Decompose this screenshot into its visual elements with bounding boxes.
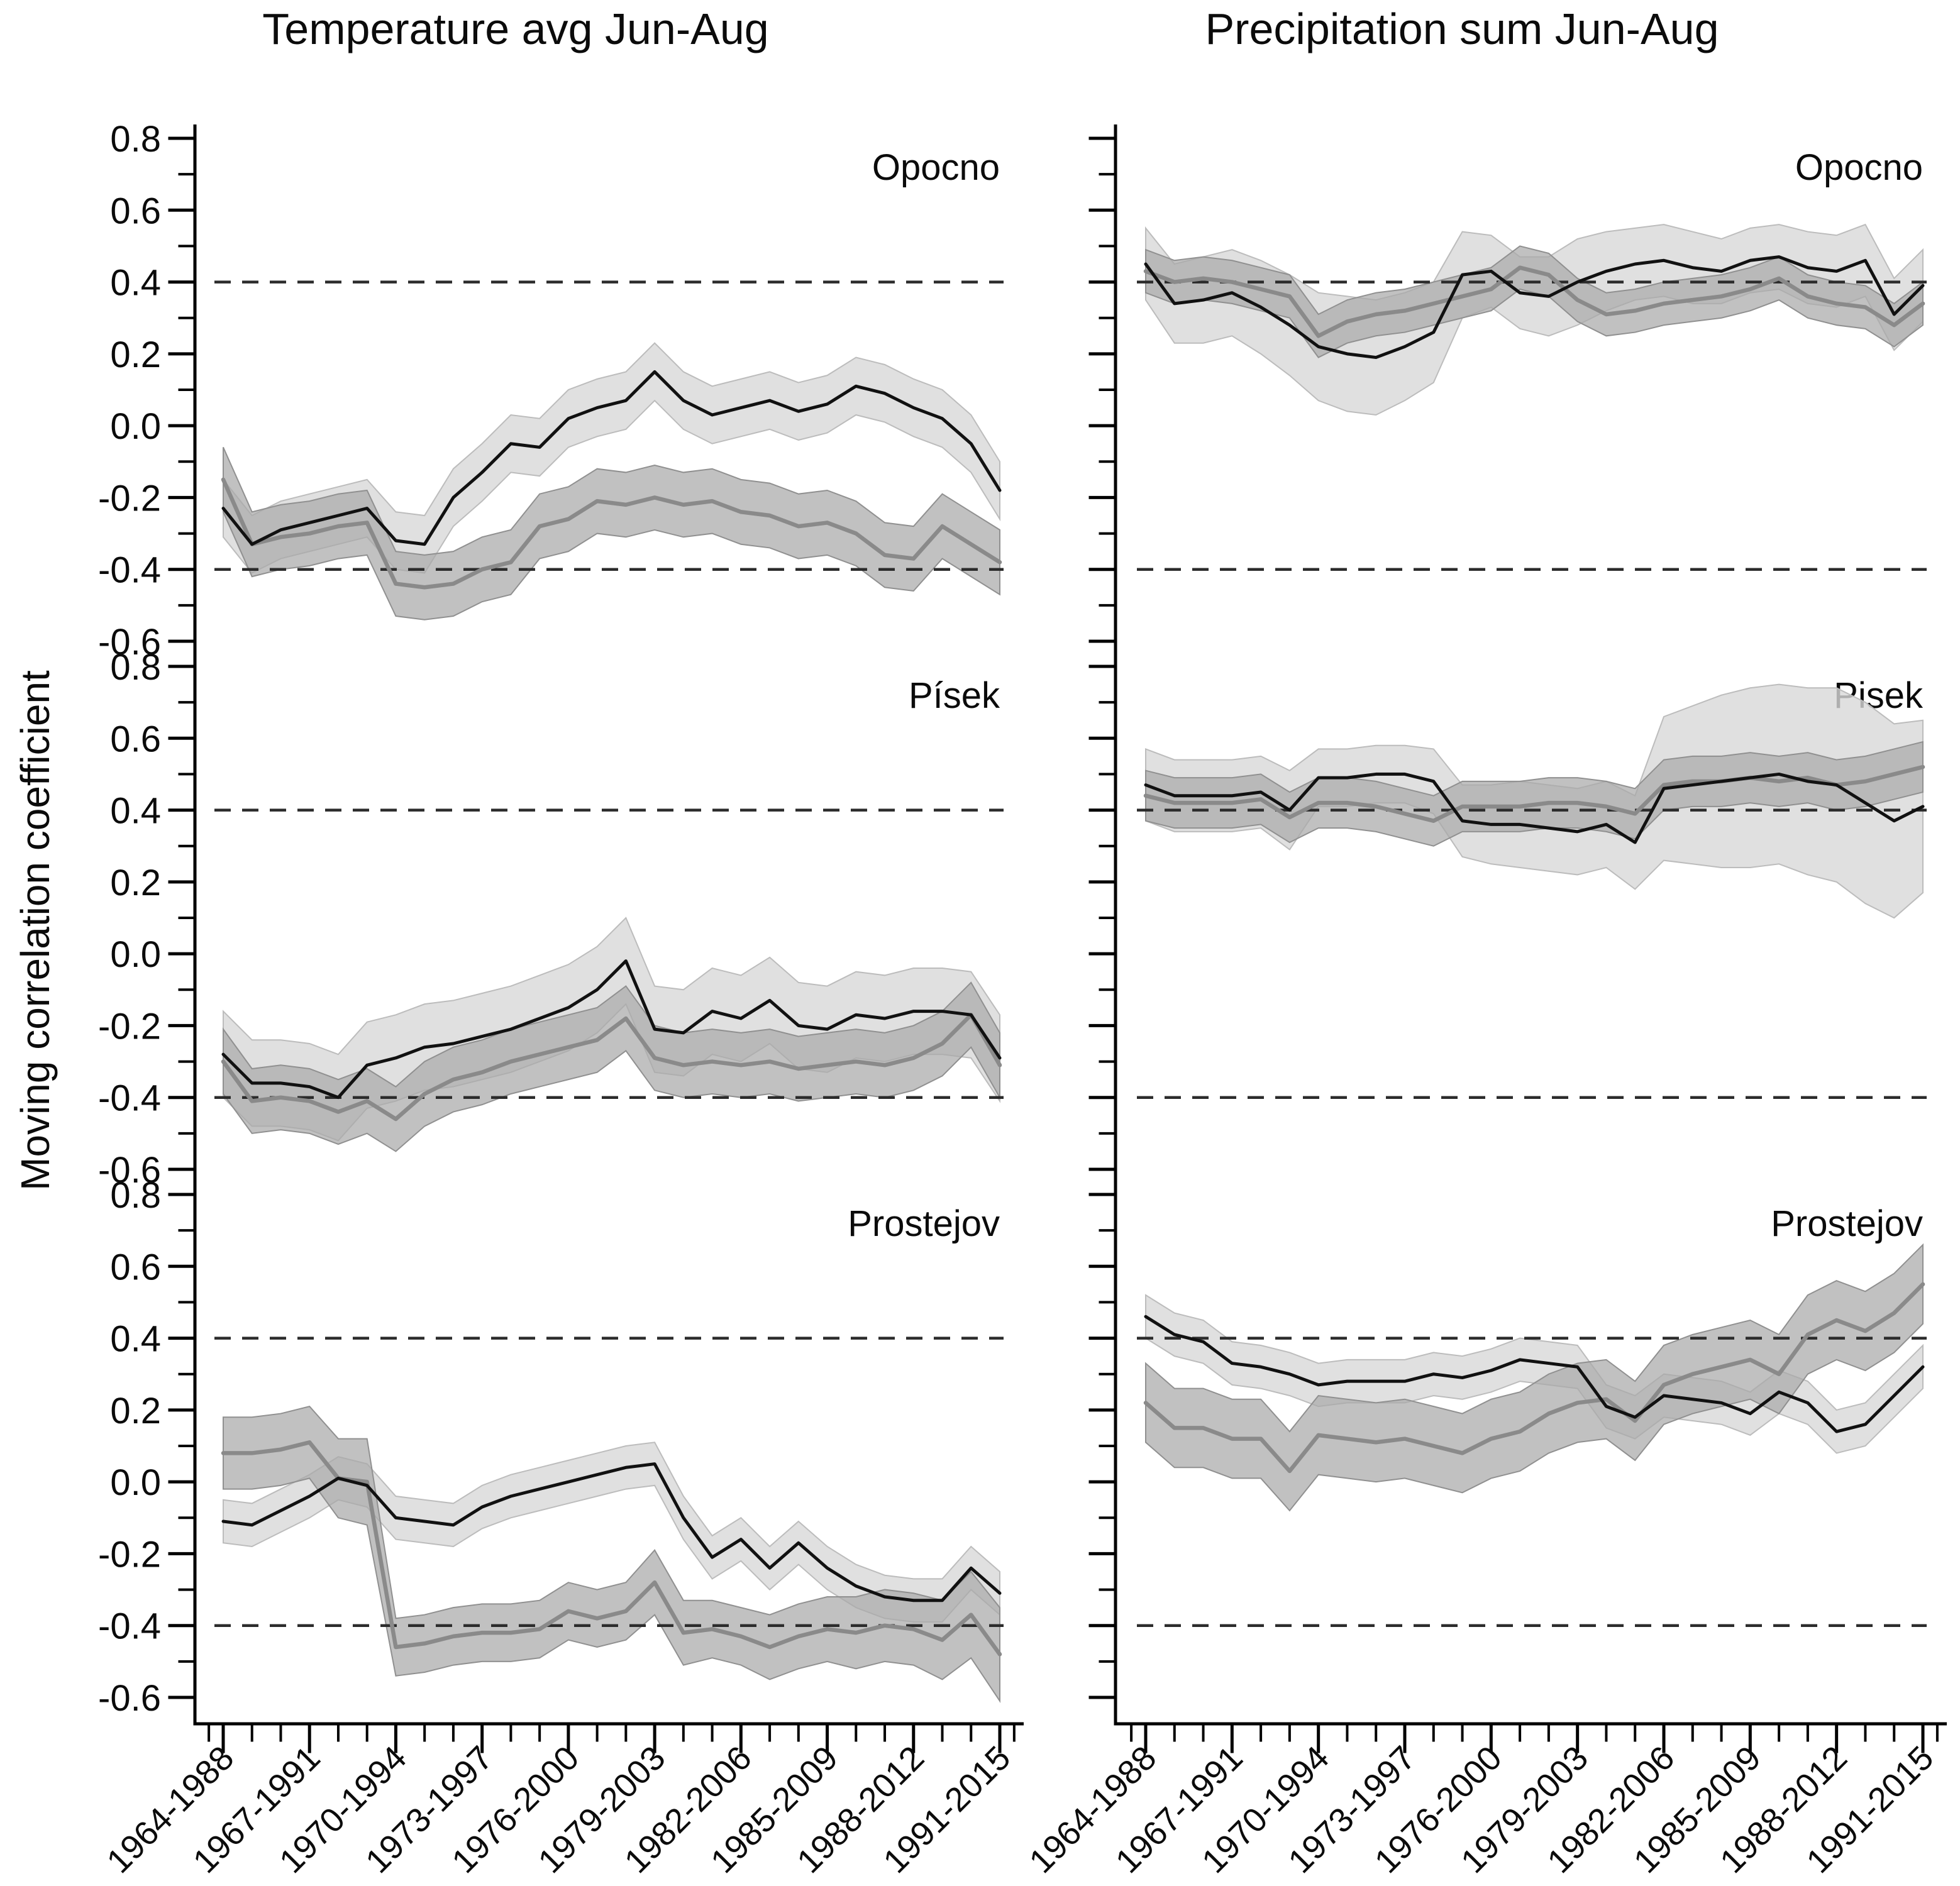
black-line <box>221 959 1002 1100</box>
y-tick-label: -0.6 <box>98 1150 161 1191</box>
panel-precip-opocno <box>1088 124 1927 655</box>
y-tick-label: 0.8 <box>110 119 161 160</box>
gray-line <box>1143 265 1925 338</box>
y-tick-label: 0.2 <box>110 334 161 375</box>
y-tick-label: 0.4 <box>110 263 161 304</box>
y-tick-label: -0.2 <box>98 478 161 519</box>
panel-label-precip-prostejov: Prostejov <box>1771 1203 1923 1244</box>
black-series-band <box>223 342 1000 574</box>
gray-line <box>221 1440 1002 1657</box>
y-tick-label: -0.4 <box>98 1078 161 1119</box>
y-tick-label: 0.6 <box>110 719 161 759</box>
gray-line <box>1143 1282 1925 1474</box>
panel-label-precip-opocno: Opocno <box>1795 147 1923 188</box>
y-tick-label: -0.2 <box>98 1534 161 1575</box>
y-tick-label: 0.2 <box>110 1391 161 1431</box>
gray-line <box>1143 764 1925 823</box>
panel-temp-prostejov: 0.80.60.40.20.0-0.2-0.4-0.61964-19881967… <box>98 1175 1024 1880</box>
column-title-precipitation: Precipitation sum Jun-Aug <box>1205 4 1719 53</box>
y-tick-label: 0.8 <box>110 647 161 688</box>
y-tick-label: 0.2 <box>110 863 161 903</box>
gray-series-band <box>1145 245 1924 358</box>
black-line <box>1144 772 1925 844</box>
y-tick-label: 0.4 <box>110 791 161 832</box>
y-tick-label: 0.6 <box>110 1247 161 1288</box>
y-tick-label: 0.0 <box>110 934 161 975</box>
panel-label-temp-pisek: Písek <box>908 675 1000 716</box>
panel-label-temp-prostejov: Prostejov <box>848 1203 1000 1244</box>
black-line <box>1144 255 1925 360</box>
y-tick-label: 0.4 <box>110 1319 161 1360</box>
column-title-temperature: Temperature avg Jun-Aug <box>262 4 769 53</box>
gray-series-band <box>223 1406 1000 1704</box>
y-tick-label: -0.4 <box>98 1606 161 1647</box>
panel-precip-prostejov: 1964-19881967-19911970-19941973-19971976… <box>1022 1181 1947 1880</box>
panel-temp-opocno: 0.8 0.6 0.4 0.2 0.0 -0.2 -0.4 -0.6 <box>98 119 1004 663</box>
panel-label-temp-opocno: Opocno <box>872 147 1000 188</box>
y-tick-label: 0.8 <box>110 1175 161 1216</box>
gray-series-band <box>1145 1243 1924 1512</box>
y-tick-label: -0.2 <box>98 1006 161 1047</box>
gray-line <box>221 1013 1002 1122</box>
gray-line <box>221 477 1002 590</box>
y-tick-label: 0.0 <box>110 1462 161 1503</box>
y-tick-label: 0.0 <box>110 406 161 447</box>
y-tick-label: -0.6 <box>98 1678 161 1719</box>
y-tick-label: 0.6 <box>110 190 161 231</box>
gray-series-band <box>1145 741 1924 847</box>
panel-temp-pisek: 0.8 0.6 0.4 0.2 0.0 -0.2 -0.4 -0.6 <box>98 647 1004 1191</box>
y-tick-label: -0.4 <box>98 550 161 591</box>
black-line <box>221 1462 1002 1602</box>
panel-precip-pisek <box>1088 653 1927 1183</box>
black-line <box>221 370 1002 546</box>
black-line <box>1144 1315 1925 1433</box>
gray-series-band <box>223 447 1000 620</box>
y-tick-label: -0.6 <box>98 622 161 663</box>
